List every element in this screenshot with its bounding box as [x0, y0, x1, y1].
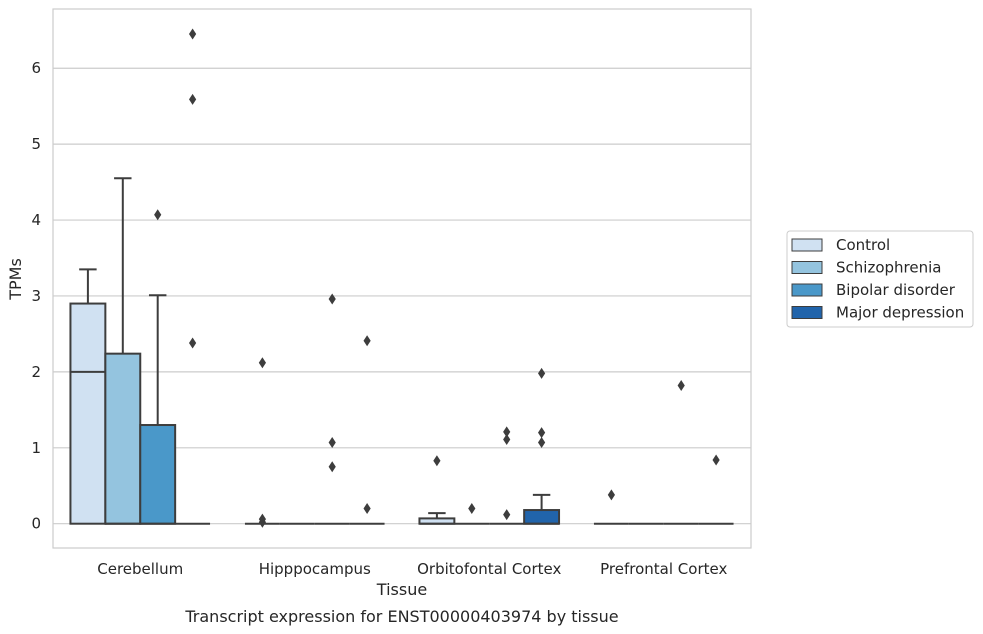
plot-frame: [52, 8, 752, 549]
outlier-point: [189, 337, 197, 349]
x-tick-orbitofontal-cortex: Orbitofontal Cortex: [417, 560, 561, 578]
outlier-point: [154, 209, 162, 221]
outlier-point: [433, 455, 441, 467]
legend-item-control: Control: [791, 236, 890, 254]
outlier-point: [258, 513, 266, 525]
outlier-point: [189, 93, 197, 105]
outlier-point: [538, 367, 546, 379]
box-control-cerebellum: [69, 268, 107, 525]
chart-caption: Transcript expression for ENST0000040397…: [184, 607, 618, 626]
outlier-point: [503, 426, 511, 438]
legend-item-bipolar-disorder: Bipolar disorder: [791, 281, 956, 299]
legend-swatch: [791, 283, 823, 297]
y-tick-2: 2: [31, 363, 41, 381]
outlier-point: [328, 461, 336, 473]
outlier-point: [328, 436, 336, 448]
legend-item-major-depression: Major depression: [791, 304, 964, 322]
outlier-point: [607, 489, 615, 501]
box-major-depression-orbitofontal-cortex: [523, 493, 561, 525]
outlier-point: [258, 357, 266, 369]
outliers: [154, 28, 720, 528]
x-axis-label: Tissue: [376, 580, 427, 599]
y-axis-label: TPMs: [6, 258, 25, 301]
x-tick-prefrontal-cortex: Prefrontal Cortex: [600, 560, 727, 578]
y-tick-1: 1: [31, 439, 41, 457]
legend-label: Control: [836, 236, 890, 254]
outlier-point: [503, 433, 511, 445]
boxes: [69, 177, 734, 525]
legend-label: Schizophrenia: [836, 259, 941, 277]
y-tick-6: 6: [31, 59, 41, 77]
outlier-point: [363, 335, 371, 347]
outlier-point: [503, 509, 511, 521]
outlier-point: [538, 427, 546, 439]
y-tick-0: 0: [31, 515, 41, 533]
box-bipolar-disorder-cerebellum: [139, 294, 177, 525]
x-tick-cerebellum: Cerebellum: [97, 560, 183, 578]
legend-item-schizophrenia: Schizophrenia: [791, 259, 941, 277]
y-tick-3: 3: [31, 287, 41, 305]
legend: Control Schizophrenia Bipolar disorder Majo…: [786, 230, 974, 328]
legend-swatch: [791, 306, 823, 319]
y-tick-4: 4: [31, 211, 41, 229]
box-iqr: [104, 352, 142, 525]
outlier-point: [712, 454, 720, 466]
outlier-point: [328, 293, 336, 305]
box-iqr: [523, 509, 561, 525]
outlier-point: [677, 380, 685, 392]
x-tick-labels: Cerebellum Hipppocampus Orbitofontal Corte…: [97, 560, 727, 578]
legend-frame: [786, 230, 974, 328]
legend-label: Major depression: [836, 304, 964, 322]
box-schizophrenia-cerebellum: [104, 177, 142, 525]
outlier-point: [189, 28, 197, 40]
legend-swatch: [791, 261, 823, 274]
y-tick-labels: 0 1 2 3 4 5 6: [31, 59, 41, 532]
outlier-point: [363, 503, 371, 515]
box-iqr: [69, 302, 107, 525]
legend-label: Bipolar disorder: [836, 281, 956, 299]
box-iqr: [139, 424, 177, 525]
x-tick-hipppocampus: Hipppocampus: [259, 560, 371, 578]
y-tick-5: 5: [31, 135, 41, 153]
box-control-orbitofontal-cortex: [418, 512, 456, 525]
legend-swatch: [791, 238, 823, 252]
outlier-point: [538, 436, 546, 448]
outlier-point: [468, 503, 476, 515]
